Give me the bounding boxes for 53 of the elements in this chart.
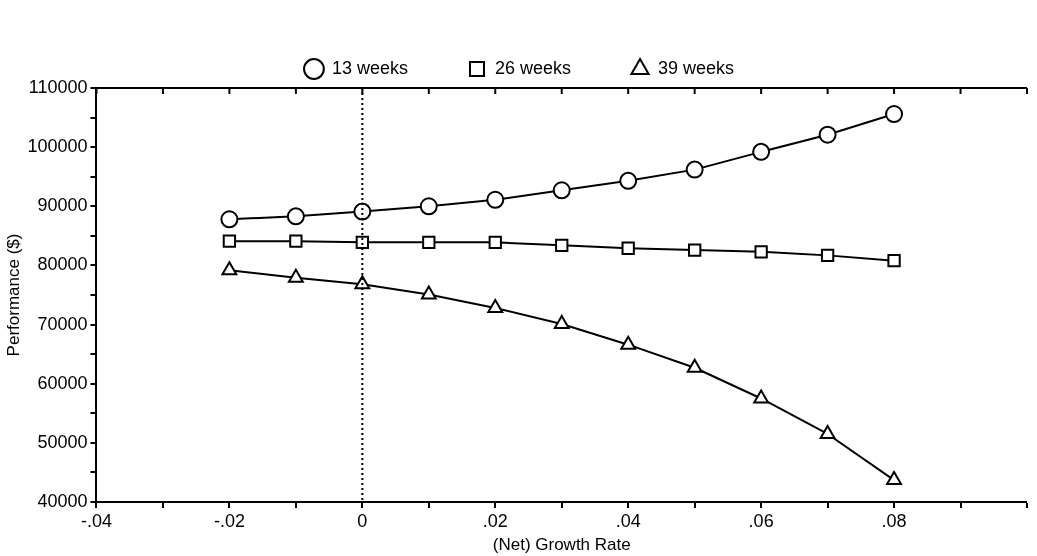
x-tick-label: -.04 bbox=[80, 510, 112, 531]
point bbox=[620, 335, 637, 350]
point bbox=[553, 314, 570, 329]
y-tick-label: 90000 bbox=[37, 195, 88, 216]
legend-label: 26 weeks bbox=[494, 57, 572, 78]
x-tick-label: 0 bbox=[357, 510, 368, 531]
legend-label: 13 weeks bbox=[331, 57, 408, 78]
y-tick-label: 70000 bbox=[37, 313, 88, 334]
point bbox=[355, 235, 369, 250]
x-tick-label: .02 bbox=[482, 510, 508, 531]
point bbox=[688, 243, 702, 257]
point bbox=[887, 254, 901, 268]
point bbox=[353, 202, 372, 221]
point bbox=[286, 207, 305, 226]
point bbox=[422, 235, 436, 250]
point bbox=[753, 389, 770, 404]
y-tick-label: 60000 bbox=[37, 372, 88, 393]
point bbox=[752, 142, 771, 161]
point bbox=[819, 424, 836, 439]
point bbox=[552, 181, 571, 200]
x-tick-label: .04 bbox=[615, 510, 641, 531]
point bbox=[555, 238, 569, 252]
point bbox=[220, 210, 239, 229]
point bbox=[486, 190, 505, 209]
y-tick-label: 100000 bbox=[27, 136, 88, 157]
point bbox=[754, 245, 768, 259]
point bbox=[420, 285, 437, 300]
y-tick-label: 110000 bbox=[28, 76, 88, 97]
point bbox=[686, 358, 703, 373]
y-tick-label: 80000 bbox=[37, 254, 88, 275]
point bbox=[289, 234, 303, 248]
y-tick-label: 50000 bbox=[37, 431, 88, 452]
x-axis-title: (Net) Growth Rate bbox=[492, 535, 631, 555]
point bbox=[354, 275, 371, 290]
point bbox=[685, 160, 704, 179]
legend-label: 39 weeks bbox=[658, 57, 735, 78]
point bbox=[621, 241, 635, 255]
point bbox=[487, 299, 504, 314]
point bbox=[820, 248, 835, 263]
x-tick-label: .06 bbox=[748, 510, 774, 531]
point bbox=[222, 234, 237, 248]
point bbox=[885, 105, 904, 124]
y-axis-title: Performance ($) bbox=[3, 233, 23, 357]
point bbox=[619, 171, 638, 190]
point bbox=[221, 261, 238, 276]
x-tick-label: -.02 bbox=[213, 510, 245, 531]
x-tick-label: .08 bbox=[881, 510, 907, 531]
point bbox=[818, 125, 837, 144]
point bbox=[419, 197, 438, 216]
point bbox=[886, 471, 902, 486]
point bbox=[488, 235, 502, 250]
y-tick-label: 40000 bbox=[37, 490, 88, 511]
point bbox=[287, 268, 304, 283]
